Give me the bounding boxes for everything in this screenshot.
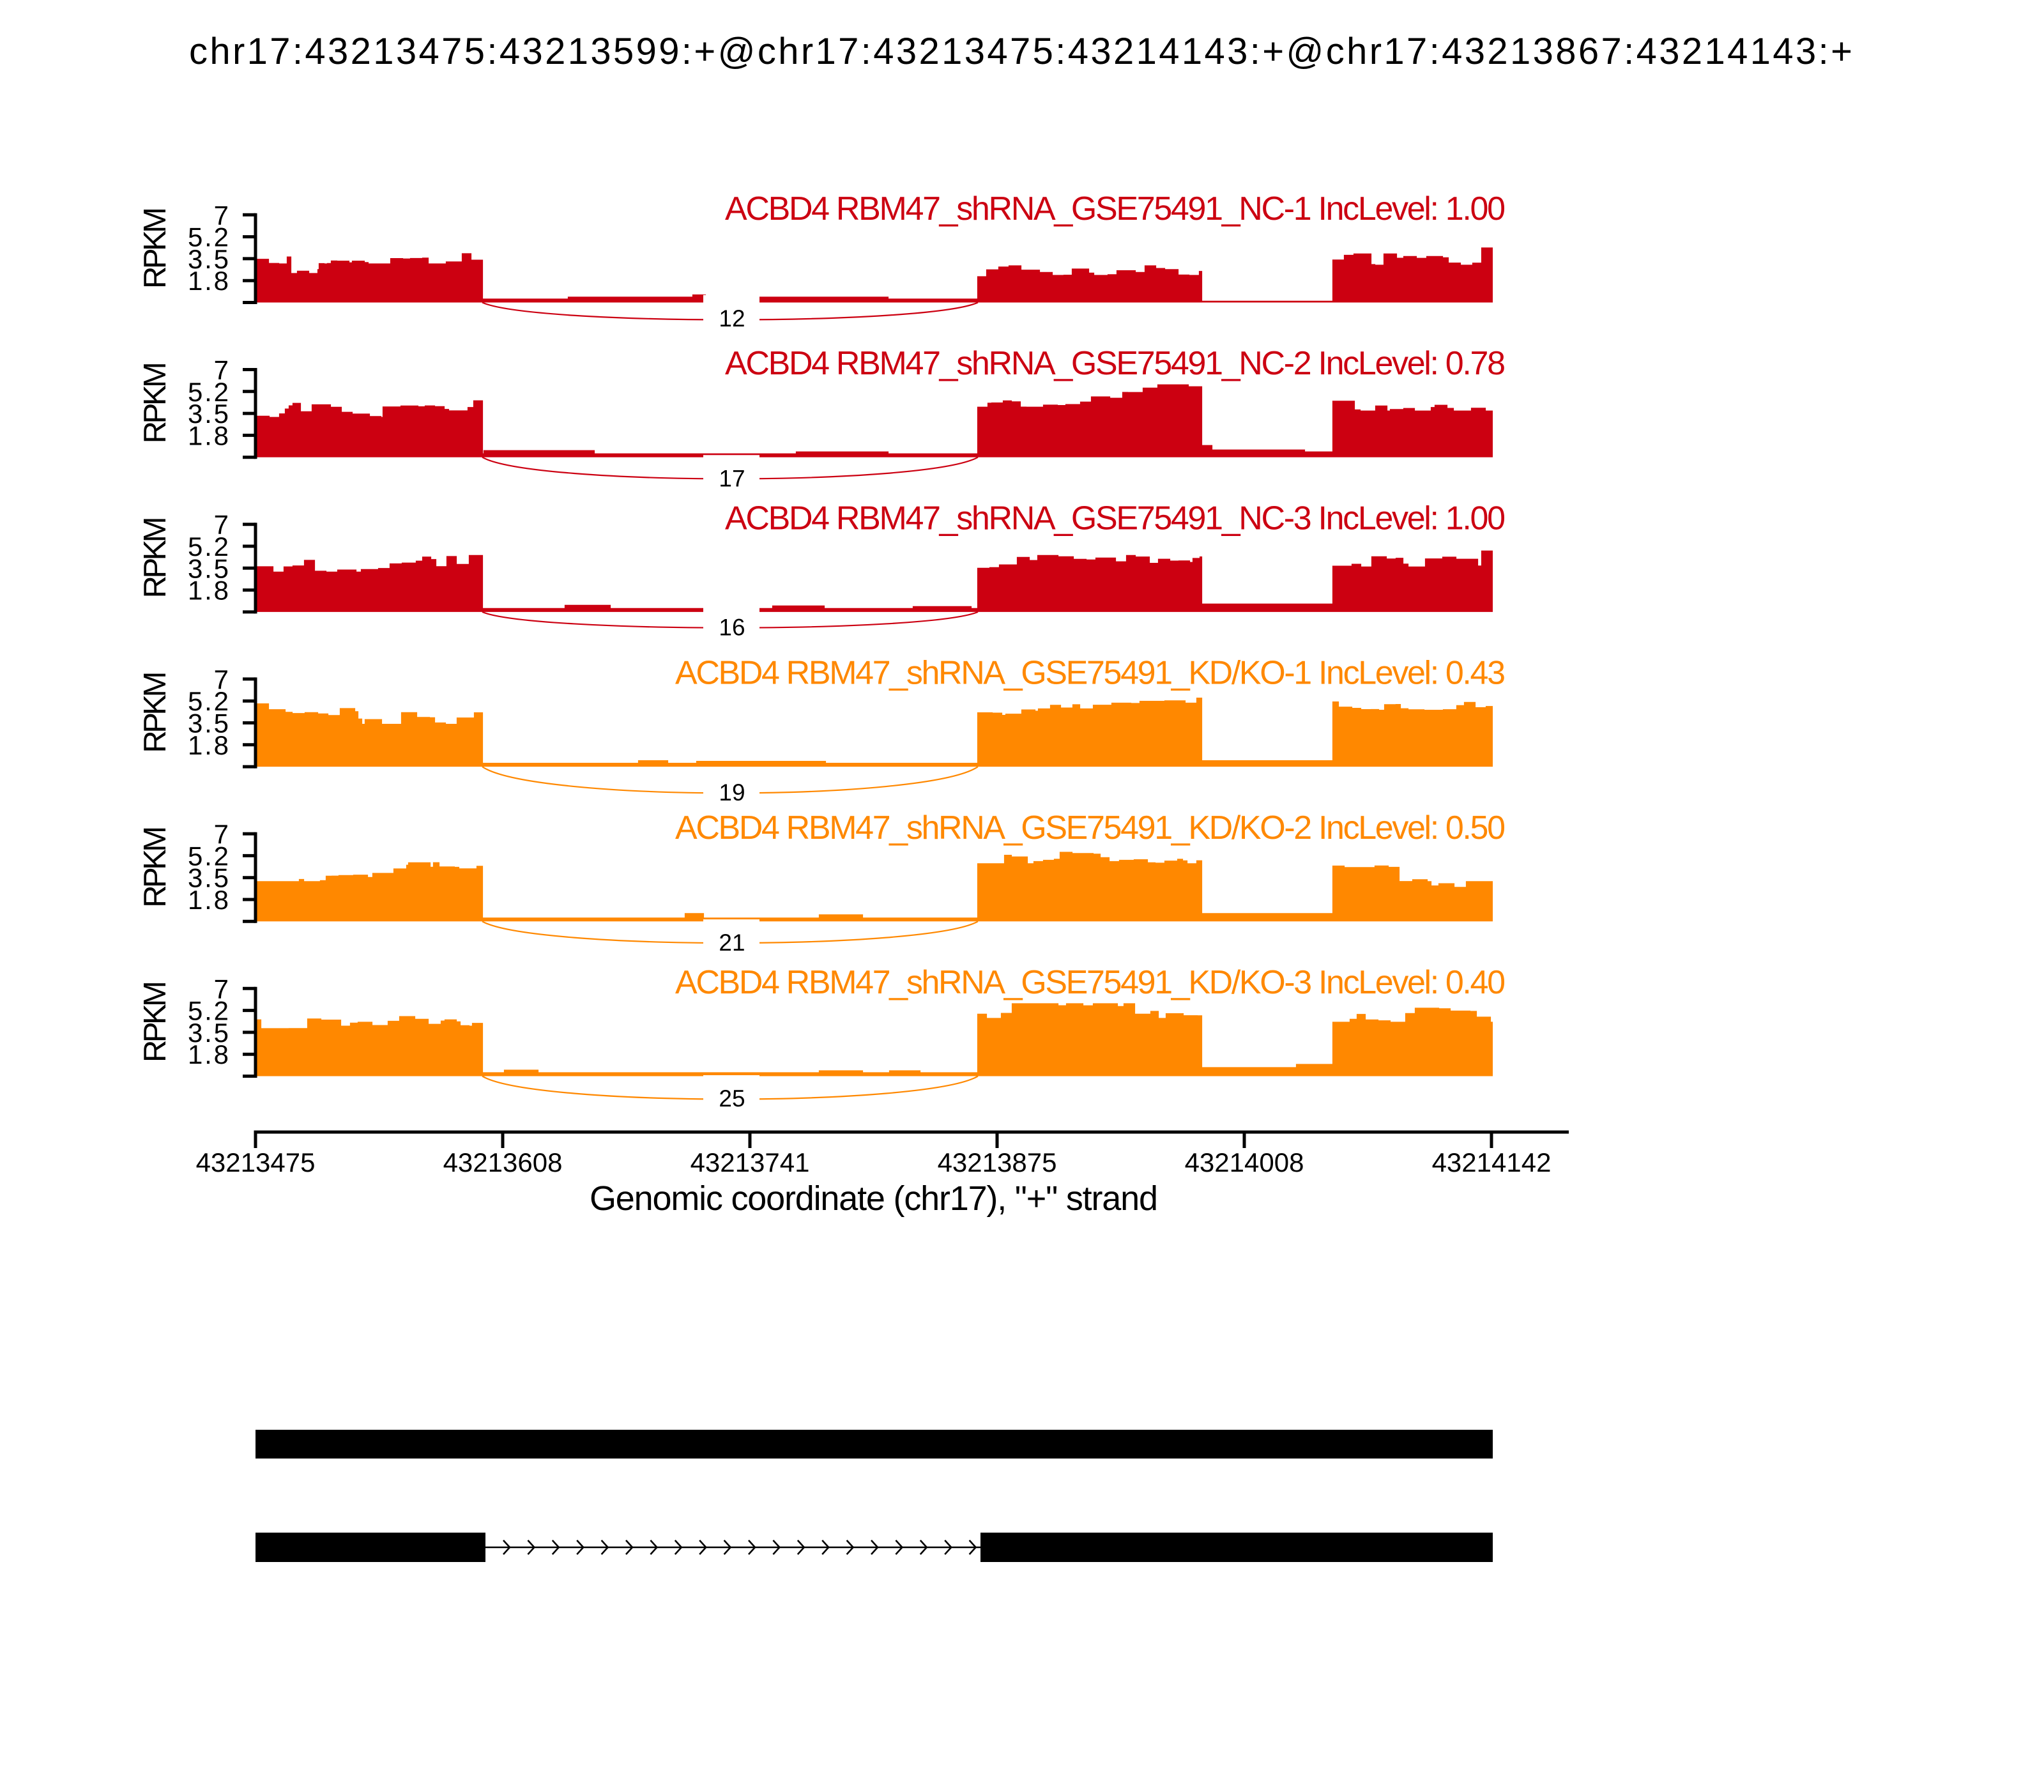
svg-text:3.5: 3.5 — [188, 244, 229, 274]
svg-text:5.2: 5.2 — [188, 532, 229, 562]
svg-text:ACBD4 RBM47_shRNA_GSE75491_KD/: ACBD4 RBM47_shRNA_GSE75491_KD/KO-2 IncLe… — [675, 809, 1506, 846]
svg-text:7: 7 — [214, 510, 229, 540]
svg-text:1.8: 1.8 — [188, 420, 229, 450]
svg-text:RPKM: RPKM — [138, 826, 172, 908]
svg-text:43213608: 43213608 — [443, 1147, 563, 1177]
svg-text:5.2: 5.2 — [188, 686, 229, 716]
svg-text:19: 19 — [719, 779, 745, 806]
svg-text:1.8: 1.8 — [188, 730, 229, 760]
svg-text:1.8: 1.8 — [188, 266, 229, 296]
svg-text:17: 17 — [719, 465, 745, 491]
svg-text:ACBD4 RBM47_shRNA_GSE75491_KD/: ACBD4 RBM47_shRNA_GSE75491_KD/KO-1 IncLe… — [675, 655, 1506, 692]
svg-text:5.2: 5.2 — [188, 841, 229, 871]
svg-text:Genomic coordinate (chr17), "+: Genomic coordinate (chr17), "+" strand — [590, 1179, 1158, 1218]
svg-text:RPKM: RPKM — [138, 516, 172, 598]
svg-text:21: 21 — [719, 930, 745, 956]
svg-text:43213475: 43213475 — [196, 1147, 316, 1177]
svg-text:43214008: 43214008 — [1185, 1147, 1304, 1177]
svg-text:25: 25 — [719, 1085, 745, 1112]
svg-text:5.2: 5.2 — [188, 222, 229, 252]
svg-text:5.2: 5.2 — [188, 377, 229, 407]
svg-text:12: 12 — [719, 305, 745, 332]
svg-text:chr17:43213475:43213599:+@chr1: chr17:43213475:43213599:+@chr17:43213475… — [189, 31, 1852, 72]
svg-text:1.8: 1.8 — [188, 576, 229, 606]
svg-text:3.5: 3.5 — [188, 399, 229, 429]
svg-text:7: 7 — [214, 819, 229, 849]
svg-text:ACBD4 RBM47_shRNA_GSE75491_NC-: ACBD4 RBM47_shRNA_GSE75491_NC-3 IncLevel… — [725, 500, 1506, 537]
svg-text:3.5: 3.5 — [188, 553, 229, 583]
svg-text:ACBD4 RBM47_shRNA_GSE75491_NC-: ACBD4 RBM47_shRNA_GSE75491_NC-1 IncLevel… — [725, 190, 1506, 227]
svg-text:7: 7 — [214, 664, 229, 694]
svg-text:RPKM: RPKM — [138, 671, 172, 753]
svg-text:7: 7 — [214, 974, 229, 1004]
svg-text:43214142: 43214142 — [1432, 1147, 1552, 1177]
svg-text:3.5: 3.5 — [188, 863, 229, 893]
svg-text:7: 7 — [214, 355, 229, 385]
svg-text:7: 7 — [214, 200, 229, 230]
svg-text:43213875: 43213875 — [938, 1147, 1057, 1177]
svg-text:ACBD4 RBM47_shRNA_GSE75491_KD/: ACBD4 RBM47_shRNA_GSE75491_KD/KO-3 IncLe… — [675, 964, 1506, 1001]
svg-text:1.8: 1.8 — [188, 885, 229, 915]
svg-text:RPKM: RPKM — [138, 362, 172, 443]
svg-text:ACBD4 RBM47_shRNA_GSE75491_NC-: ACBD4 RBM47_shRNA_GSE75491_NC-2 IncLevel… — [725, 345, 1506, 382]
svg-text:RPKM: RPKM — [138, 207, 172, 289]
svg-text:1.8: 1.8 — [188, 1039, 229, 1069]
svg-text:5.2: 5.2 — [188, 996, 229, 1026]
svg-text:43213741: 43213741 — [690, 1147, 810, 1177]
svg-text:RPKM: RPKM — [138, 981, 172, 1062]
svg-text:16: 16 — [719, 615, 745, 641]
svg-text:3.5: 3.5 — [188, 1018, 229, 1048]
svg-text:3.5: 3.5 — [188, 708, 229, 739]
